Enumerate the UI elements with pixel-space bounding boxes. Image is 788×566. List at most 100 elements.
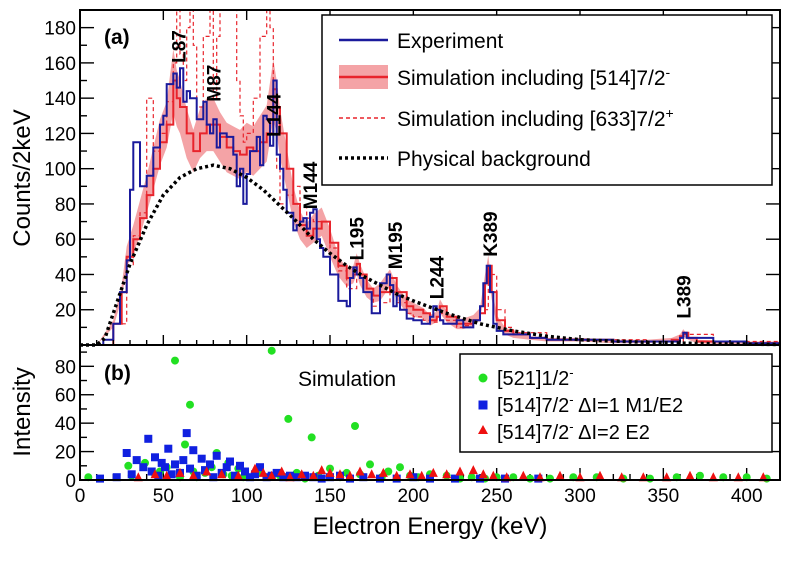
- point-e2: [617, 472, 627, 482]
- point-e2: [175, 467, 185, 477]
- point-521: [267, 346, 276, 355]
- panel-a: 20 40 60 80 100 120 140 160 180 L87 M87 L144 M144 L1…: [9, 9, 781, 347]
- point-m1e2: [212, 451, 221, 460]
- xtick-b-label-50: 50: [153, 486, 174, 507]
- point-e2: [405, 469, 415, 479]
- ytick-b-label-40: 40: [55, 414, 76, 435]
- point-e2: [345, 470, 355, 480]
- point-e2: [662, 472, 672, 482]
- point-e2: [392, 470, 402, 480]
- legend-sim514-sup: -: [666, 64, 671, 80]
- legend-m1e2-text: [514]7/2: [497, 395, 569, 417]
- ytick-a-label-40: 40: [55, 265, 76, 286]
- point-m1e2: [209, 473, 218, 482]
- legend-m1e2-sup: -: [569, 392, 573, 407]
- point-e2: [233, 470, 243, 480]
- point-m1e2: [292, 473, 301, 482]
- legend-sim633-text: Simulation including [633]7/2: [397, 108, 666, 131]
- point-e2: [325, 467, 335, 477]
- annotation-l87: L87: [169, 30, 190, 63]
- point-e2: [468, 465, 478, 475]
- point-e2: [555, 470, 565, 480]
- panel-b-frame: [79, 344, 781, 481]
- panel-b-label: (b): [104, 362, 131, 385]
- panel-a-series-group: [80, 9, 781, 347]
- point-e2: [478, 469, 488, 479]
- background-dotted-line: [80, 163, 781, 347]
- annotation-m87: M87: [204, 65, 225, 102]
- panel-b-xlabel: Electron Energy (keV): [313, 513, 548, 540]
- ytick-a-label-20: 20: [55, 301, 76, 322]
- panel-a-ticks: 20 40 60 80 100 120 140 160 180: [44, 10, 780, 345]
- point-m1e2: [226, 457, 234, 466]
- point-e2: [297, 469, 307, 479]
- ytick-a-label-140: 140: [44, 89, 76, 110]
- point-521: [181, 440, 189, 449]
- point-521: [546, 474, 554, 483]
- point-521: [351, 422, 359, 430]
- point-m1e2: [451, 474, 459, 483]
- xtick-b-label-300: 300: [564, 486, 596, 507]
- point-e2: [133, 472, 143, 482]
- annotation-l244: L244: [428, 255, 449, 299]
- point-m1e2: [206, 460, 214, 469]
- xtick-b-label-350: 350: [647, 486, 679, 507]
- annotation-l144: L144: [264, 93, 285, 137]
- point-m1e2: [151, 453, 159, 462]
- point-m1e2: [251, 470, 259, 479]
- panel-b-legend: [521]1/2- [514]7/2- ΔI=1 M1/E2 [514]7/2-…: [459, 353, 773, 453]
- ytick-a-label-80: 80: [55, 195, 76, 216]
- annotation-l195: L195: [348, 217, 369, 261]
- point-m1e2: [144, 434, 153, 443]
- legend-m1e2-label: [514]7/2- ΔI=1 M1/E2: [497, 392, 683, 417]
- panel-a-annotations: L87 M87 L144 M144 L195 M195 L244 K389 L389: [169, 30, 695, 318]
- point-521: [284, 414, 293, 423]
- point-e2: [267, 470, 277, 480]
- point-521: [646, 474, 654, 483]
- point-e2: [708, 472, 718, 482]
- point-m1e2: [192, 471, 201, 480]
- point-m1e2: [359, 473, 368, 482]
- point-e2: [428, 467, 438, 477]
- ytick-a-label-100: 100: [44, 160, 76, 181]
- annotation-l389: L389: [674, 275, 695, 318]
- point-m1e2: [186, 464, 194, 473]
- point-e2: [335, 469, 345, 479]
- point-m1e2: [122, 449, 131, 457]
- point-m1e2: [161, 463, 169, 472]
- legend-m1e2-tail: ΔI=1 M1/E2: [574, 395, 684, 417]
- legend-experiment-label: Experiment: [397, 30, 503, 53]
- point-e2: [758, 472, 768, 482]
- point-m1e2: [241, 467, 249, 476]
- ytick-a-label-60: 60: [55, 230, 76, 251]
- legend-m1e2-marker: [478, 400, 488, 410]
- point-m1e2: [476, 474, 484, 483]
- point-m1e2: [279, 473, 288, 482]
- point-e2: [575, 472, 585, 482]
- panel-a-legend-box: [321, 14, 773, 186]
- point-m1e2: [326, 473, 334, 482]
- legend-sim633-sup: +: [666, 105, 674, 121]
- point-m1e2: [272, 468, 281, 477]
- point-521: [366, 460, 374, 469]
- point-e2: [595, 470, 605, 480]
- panel-b-title: Simulation: [298, 368, 396, 391]
- point-521: [696, 471, 704, 480]
- ytick-a-label-180: 180: [44, 19, 76, 40]
- xtick-b-label-150: 150: [314, 486, 346, 507]
- point-m1e2: [167, 470, 176, 479]
- point-e2: [188, 470, 198, 480]
- point-e2: [367, 469, 377, 479]
- point-m1e2: [154, 471, 163, 480]
- ytick-b-label-20: 20: [55, 443, 76, 464]
- legend-521-sup: -: [569, 365, 573, 380]
- point-e2: [685, 470, 695, 480]
- legend-e2-sup: -: [569, 419, 573, 434]
- ytick-a-label-160: 160: [44, 54, 76, 75]
- point-521: [307, 433, 316, 442]
- point-e2: [502, 472, 512, 482]
- point-m1e2: [231, 471, 239, 480]
- point-m1e2: [171, 460, 179, 469]
- point-e2: [150, 469, 160, 479]
- point-521: [124, 461, 133, 470]
